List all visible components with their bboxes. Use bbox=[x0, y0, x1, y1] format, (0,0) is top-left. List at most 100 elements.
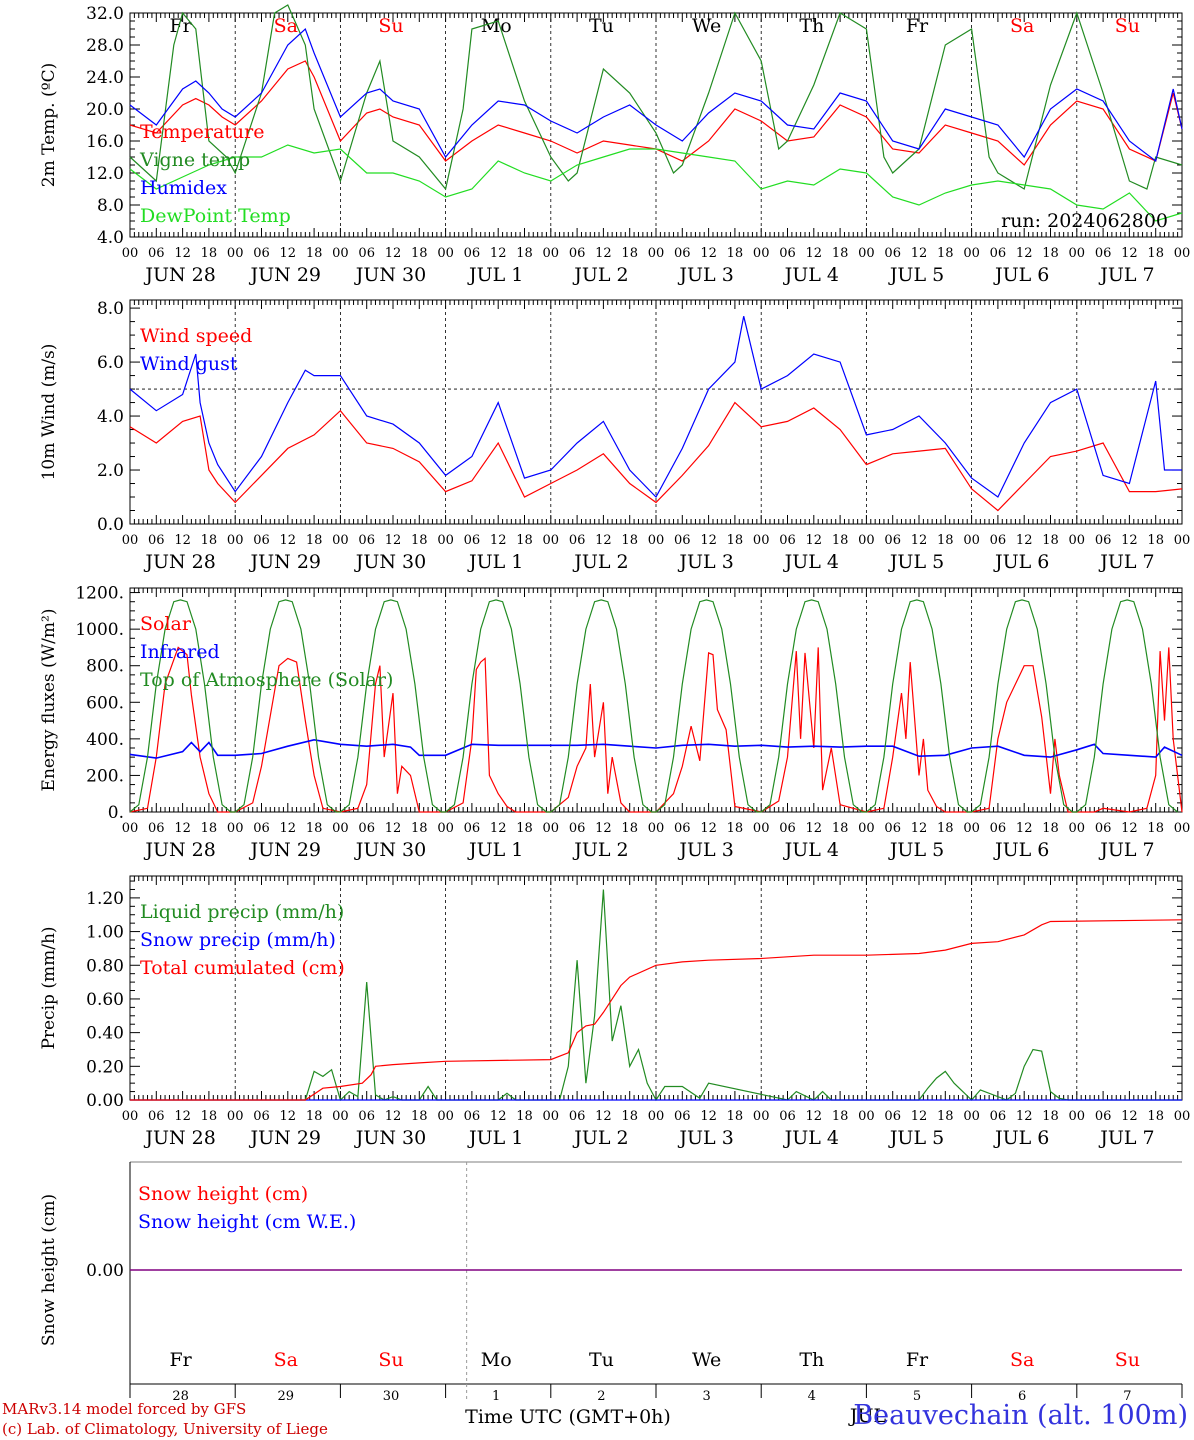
x-date-label: JUL 2 bbox=[572, 551, 628, 573]
x-date-label: JUL 5 bbox=[888, 1127, 944, 1149]
x-hour-label: 00 bbox=[543, 821, 560, 836]
x-date-label: JUL 7 bbox=[1098, 264, 1154, 286]
x-hour-label: 12 bbox=[1016, 821, 1033, 836]
series-line-1 bbox=[129, 401, 1183, 512]
x-hour-label: 00 bbox=[648, 533, 665, 548]
x-hour-label: 18 bbox=[411, 1109, 428, 1124]
x-hour-label: 00 bbox=[858, 246, 875, 261]
legend-entry: Snow height (cm) bbox=[138, 1183, 308, 1205]
legend-entry: Solar bbox=[140, 613, 192, 635]
x-hour-label: 12 bbox=[385, 821, 402, 836]
y-tick-label: 32.0 bbox=[86, 4, 124, 24]
weekday-label: Su bbox=[378, 1349, 403, 1371]
x-hour-label: 18 bbox=[411, 821, 428, 836]
x-hour-label: 00 bbox=[753, 1109, 770, 1124]
series-line-3 bbox=[129, 599, 1178, 813]
x-hour-label: 00 bbox=[753, 246, 770, 261]
x-hour-label: 06 bbox=[464, 821, 481, 836]
y-axis-title: Precip (mm/h) bbox=[39, 926, 59, 1049]
y-tick-label: 0. bbox=[108, 803, 124, 823]
y-tick-label: 1.00 bbox=[86, 923, 124, 943]
legend-entry: Infrared bbox=[140, 641, 220, 663]
x-date-label: JUL 5 bbox=[888, 264, 944, 286]
x-hour-label: 18 bbox=[937, 821, 954, 836]
x-hour-label: 00 bbox=[122, 1109, 139, 1124]
panel1-plot: 4.0 8.0 12.0 16.0 20.0 24.0 28.0 32.0 2m Temp. (… bbox=[39, 4, 1190, 286]
x-hour-label: 18 bbox=[832, 533, 849, 548]
x-hour-label: 06 bbox=[358, 1109, 375, 1124]
day-number-label: 30 bbox=[383, 1389, 400, 1404]
x-hour-label: 18 bbox=[1042, 533, 1059, 548]
x-hour-label: 06 bbox=[148, 246, 165, 261]
x-hour-label: 00 bbox=[227, 1109, 244, 1124]
x-hour-label: 06 bbox=[990, 246, 1007, 261]
legend-entry: Top of Atmosphere (Solar) bbox=[140, 669, 393, 691]
legend-entry: Snow height (cm W.E.) bbox=[138, 1211, 356, 1233]
x-hour-label: 00 bbox=[227, 821, 244, 836]
x-hour-label: 06 bbox=[990, 533, 1007, 548]
x-hour-label: 06 bbox=[779, 1109, 796, 1124]
x-hour-label: 12 bbox=[911, 246, 928, 261]
x-hour-label: 06 bbox=[990, 1109, 1007, 1124]
legend-entry: Temperature bbox=[140, 121, 264, 143]
x-hour-label: 06 bbox=[674, 533, 691, 548]
x-date-label: JUL 5 bbox=[888, 551, 944, 573]
x-hour-label: 18 bbox=[621, 821, 638, 836]
x-hour-label: 12 bbox=[806, 1109, 823, 1124]
x-axis-title: Time UTC (GMT+0h) bbox=[465, 1406, 671, 1428]
x-date-label: JUL 2 bbox=[572, 1127, 628, 1149]
x-date-label: JUN 30 bbox=[354, 264, 426, 286]
x-date-label: JUL 4 bbox=[783, 264, 839, 286]
y-tick-label: 4.0 bbox=[97, 228, 124, 248]
x-hour-label: 00 bbox=[543, 246, 560, 261]
series-line-1 bbox=[129, 60, 1183, 166]
x-hour-label: 12 bbox=[490, 533, 507, 548]
weekday-label: Fr bbox=[169, 15, 192, 37]
x-hour-label: 12 bbox=[1016, 533, 1033, 548]
x-hour-label: 12 bbox=[490, 821, 507, 836]
x-date-label: JUL 6 bbox=[993, 264, 1049, 286]
x-hour-label: 12 bbox=[280, 1109, 297, 1124]
x-date-label: JUL 1 bbox=[467, 1127, 523, 1149]
x-hour-label: 12 bbox=[174, 821, 191, 836]
x-hour-label: 00 bbox=[437, 1109, 454, 1124]
x-hour-label: 00 bbox=[753, 821, 770, 836]
weekday-label: Tu bbox=[589, 15, 614, 37]
x-hour-label: 18 bbox=[201, 246, 218, 261]
x-hour-label: 12 bbox=[1121, 533, 1138, 548]
x-hour-label: 18 bbox=[832, 821, 849, 836]
x-hour-label: 18 bbox=[516, 1109, 533, 1124]
weekday-label: Th bbox=[799, 1349, 824, 1371]
x-date-label: JUN 29 bbox=[249, 264, 321, 286]
x-date-label: JUL 3 bbox=[677, 839, 733, 861]
y-axis-title: 2m Temp. (ºC) bbox=[39, 63, 59, 188]
x-hour-label: 06 bbox=[1095, 246, 1112, 261]
x-hour-label: 18 bbox=[832, 1109, 849, 1124]
series-line-2 bbox=[129, 4, 1183, 191]
legend-entry: Snow precip (mm/h) bbox=[140, 929, 336, 951]
legend-entry: Wind speed bbox=[140, 325, 252, 347]
x-date-label: JUL 7 bbox=[1098, 1127, 1154, 1149]
y-tick-label: 8.0 bbox=[97, 299, 124, 319]
x-date-label: JUL 3 bbox=[677, 1127, 733, 1149]
x-date-label: JUL 6 bbox=[993, 551, 1049, 573]
legend-entry: Wind gust bbox=[140, 353, 238, 375]
x-hour-label: 06 bbox=[358, 533, 375, 548]
x-hour-label: 06 bbox=[779, 533, 796, 548]
x-hour-label: 18 bbox=[1042, 821, 1059, 836]
x-hour-label: 18 bbox=[516, 533, 533, 548]
x-hour-label: 06 bbox=[253, 1109, 270, 1124]
x-hour-label: 06 bbox=[569, 533, 586, 548]
x-hour-label: 12 bbox=[700, 821, 717, 836]
weekday-label: We bbox=[692, 1349, 721, 1371]
x-hour-label: 18 bbox=[1042, 1109, 1059, 1124]
x-hour-label: 18 bbox=[621, 1109, 638, 1124]
x-hour-label: 00 bbox=[332, 533, 349, 548]
x-date-label: JUN 30 bbox=[354, 551, 426, 573]
series-line-3 bbox=[129, 27, 1183, 163]
y-tick-label: 200. bbox=[86, 766, 124, 786]
x-hour-label: 12 bbox=[595, 246, 612, 261]
lab-credit: (c) Lab. of Climatology, University of L… bbox=[2, 1420, 328, 1438]
x-hour-label: 00 bbox=[963, 1109, 980, 1124]
x-hour-label: 00 bbox=[648, 821, 665, 836]
